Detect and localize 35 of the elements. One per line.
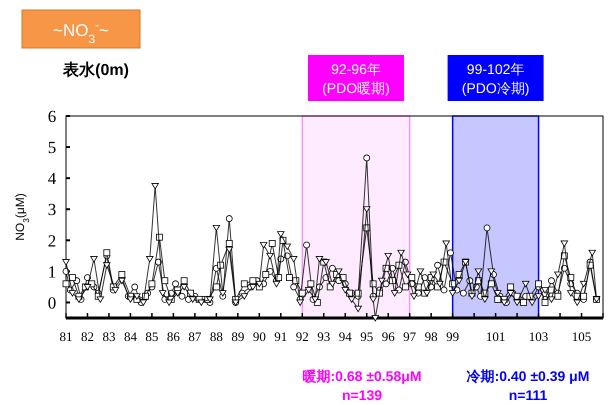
x-tick-label: 99 bbox=[446, 329, 460, 344]
y-tick-label: 5 bbox=[48, 138, 56, 158]
band-label: 92-96年 (PDO暖期) bbox=[322, 61, 390, 96]
x-tick-label: 92 bbox=[296, 329, 309, 344]
x-tick-label: 85 bbox=[145, 329, 158, 344]
y-tick-label: 2 bbox=[48, 231, 56, 250]
text: 冷期:0.40 ±0.39 μM n=111 bbox=[466, 368, 590, 403]
chart-title: ~NO$_{3}$$^{-}$~ bbox=[53, 18, 110, 46]
x-tick-label: 84 bbox=[124, 329, 138, 344]
band-label: 99-102年 (PDO冷期) bbox=[462, 61, 530, 96]
chart-subtitle: 表水(0m) bbox=[62, 61, 129, 79]
x-tick-label: 81 bbox=[60, 329, 72, 344]
x-tick-label: 86 bbox=[166, 329, 180, 344]
x-tick-label: 95 bbox=[360, 329, 374, 344]
y-tick-label: 0 bbox=[48, 293, 56, 312]
x-tick-label: 83 bbox=[102, 329, 116, 344]
x-tick-label: 98 bbox=[424, 329, 438, 344]
y-tick-label: 4 bbox=[48, 169, 57, 188]
x-tick-label: 89 bbox=[231, 329, 244, 344]
x-tick-label: 101 bbox=[486, 329, 506, 344]
text: 暖期:0.68 ±0.58μM n=139 bbox=[302, 368, 422, 403]
y-tick-label: 6 bbox=[48, 107, 56, 126]
x-tick-label: 82 bbox=[80, 329, 94, 344]
y-tick-label: 3 bbox=[48, 200, 56, 220]
x-tick-label: 94 bbox=[338, 329, 352, 344]
x-tick-label: 93 bbox=[317, 329, 330, 344]
x-tick-label: 96 bbox=[382, 329, 396, 344]
x-tick-label: 90 bbox=[252, 329, 266, 344]
x-tick-label: 88 bbox=[210, 329, 223, 344]
x-tick-label: 97 bbox=[403, 329, 417, 344]
y-tick-label: 1 bbox=[48, 262, 56, 282]
x-tick-label: 87 bbox=[188, 329, 202, 344]
x-tick-label: 105 bbox=[572, 329, 592, 344]
x-tick-label: 91 bbox=[274, 329, 288, 344]
x-tick-label: 103 bbox=[528, 329, 548, 344]
